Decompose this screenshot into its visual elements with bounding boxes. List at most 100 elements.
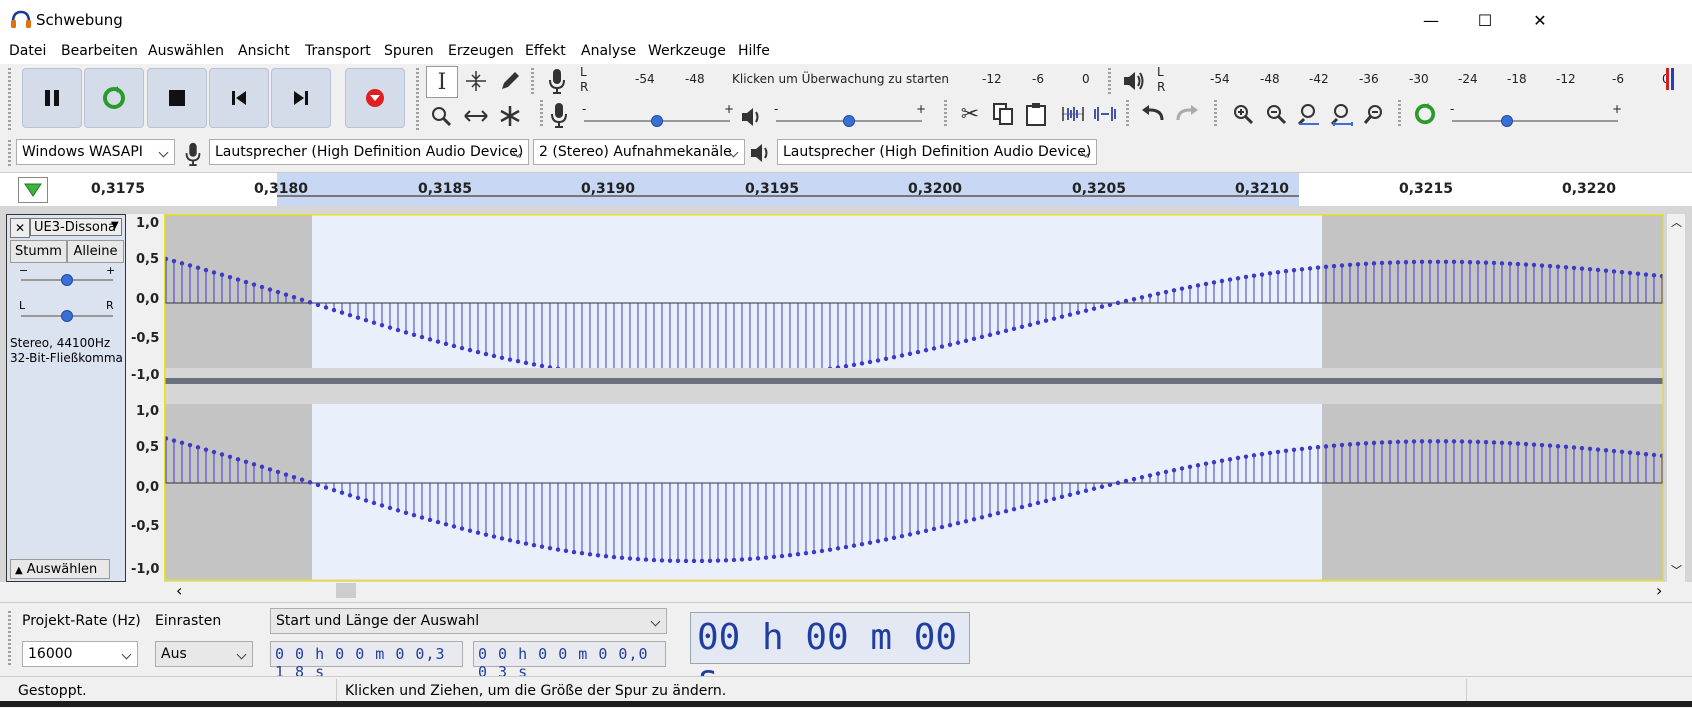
sample-point bbox=[1371, 440, 1377, 446]
scrollbar-thumb[interactable] bbox=[336, 583, 356, 598]
redo-button[interactable] bbox=[1172, 99, 1202, 129]
zoom-tool[interactable] bbox=[426, 101, 456, 131]
selection-start-time[interactable]: 0 0 h 0 0 m 0 0,3 1 8 s bbox=[270, 641, 463, 681]
slider-thumb[interactable] bbox=[1500, 115, 1513, 127]
recording-volume-slider[interactable] bbox=[584, 115, 730, 128]
timeline-ruler[interactable]: 0,3175 0,3180 0,3185 0,3190 0,3195 0,320… bbox=[0, 172, 1692, 208]
toolbar-grip[interactable] bbox=[8, 68, 11, 130]
undo-button[interactable] bbox=[1138, 99, 1168, 129]
toolbar-grip[interactable] bbox=[1214, 100, 1217, 128]
close-button[interactable]: ✕ bbox=[1533, 10, 1547, 30]
toolbar-grip[interactable] bbox=[944, 100, 947, 128]
menu-spuren[interactable]: Spuren bbox=[384, 43, 434, 59]
amplitude-scale[interactable]: 1,0 0,5 0,0 -0,5 -1,0 1,0 0,5 0,0 -0,5 -… bbox=[126, 214, 164, 582]
menu-erzeugen[interactable]: Erzeugen bbox=[448, 43, 514, 59]
zoom-in-button[interactable] bbox=[1228, 99, 1258, 129]
pan-slider[interactable] bbox=[21, 310, 113, 323]
menu-datei[interactable]: Datei bbox=[9, 43, 47, 59]
record-button[interactable] bbox=[345, 68, 405, 128]
paste-button[interactable] bbox=[1021, 99, 1051, 129]
redo-icon bbox=[1176, 105, 1198, 121]
skip-to-start-button[interactable] bbox=[209, 68, 269, 128]
chevron-left-icon[interactable]: ‹ bbox=[176, 581, 183, 600]
envelope-tool[interactable] bbox=[461, 66, 491, 96]
sample-point bbox=[1579, 445, 1585, 451]
fit-project-button[interactable] bbox=[1327, 99, 1357, 129]
play-at-speed-button[interactable] bbox=[1410, 99, 1440, 129]
menu-hilfe[interactable]: Hilfe bbox=[738, 43, 770, 59]
playback-device-select[interactable]: Lautsprecher (High Definition Audio Devi… bbox=[777, 139, 1097, 165]
track-name-menu[interactable]: UE3-Dissona bbox=[30, 218, 122, 236]
cut-button[interactable]: ✂ bbox=[955, 99, 985, 129]
playback-volume-slider[interactable] bbox=[776, 115, 922, 128]
project-rate-select[interactable]: 16000 bbox=[22, 641, 138, 667]
toolbar-grip[interactable] bbox=[1126, 100, 1129, 128]
toolbar-grip[interactable] bbox=[416, 68, 419, 130]
menu-effekt[interactable]: Effekt bbox=[525, 43, 566, 59]
trim-button[interactable] bbox=[1058, 99, 1088, 129]
playback-meter[interactable]: -54 -48 -42 -36 -30 -24 -18 -12 -6 0 bbox=[1170, 66, 1670, 94]
toolbar-grip[interactable] bbox=[531, 68, 534, 96]
chevron-down-icon[interactable]: ﹀ bbox=[1671, 564, 1682, 577]
selection-mode-select[interactable]: Start und Länge der Auswahl bbox=[270, 608, 667, 634]
slider-thumb[interactable] bbox=[61, 310, 73, 322]
recording-meter[interactable]: -54 -48 Klicken um Überwachung zu starte… bbox=[592, 66, 1092, 94]
chevron-up-icon[interactable]: ︿ bbox=[1671, 216, 1682, 229]
fit-selection-button[interactable] bbox=[1294, 99, 1324, 129]
gain-slider[interactable] bbox=[21, 274, 113, 287]
sample-point bbox=[1251, 453, 1257, 458]
copy-button[interactable] bbox=[988, 99, 1018, 129]
menu-werkzeuge[interactable]: Werkzeuge bbox=[648, 43, 726, 59]
toolbar-grip[interactable] bbox=[1398, 100, 1401, 128]
draw-tool[interactable] bbox=[495, 66, 525, 96]
menu-bearbeiten[interactable]: Bearbeiten bbox=[61, 43, 138, 59]
silence-button[interactable] bbox=[1090, 99, 1120, 129]
loop-play-button[interactable] bbox=[84, 68, 144, 128]
multi-tool[interactable] bbox=[495, 101, 525, 131]
selection-tool[interactable]: I bbox=[426, 66, 458, 98]
snap-select[interactable]: Aus bbox=[155, 641, 253, 667]
timeline-options-button[interactable] bbox=[18, 177, 48, 203]
maximize-button[interactable]: ☐ bbox=[1477, 10, 1493, 30]
selection-length-time[interactable]: 0 0 h 0 0 m 0 0,0 0 3 s bbox=[473, 641, 666, 681]
waveform-view[interactable] bbox=[164, 214, 1664, 581]
sample-point bbox=[795, 551, 801, 557]
mute-button[interactable]: Stumm bbox=[10, 240, 67, 263]
slider-thumb[interactable] bbox=[61, 274, 73, 286]
horizontal-scrollbar[interactable]: ‹ › bbox=[0, 581, 1692, 600]
toolbar-grip[interactable] bbox=[8, 140, 11, 166]
toolbar-grip[interactable] bbox=[1108, 68, 1111, 96]
toolbar-grip[interactable] bbox=[540, 100, 543, 128]
slider-thumb[interactable] bbox=[651, 115, 663, 127]
sample-point bbox=[963, 519, 969, 524]
minimize-button[interactable]: — bbox=[1423, 10, 1439, 30]
menu-analyse[interactable]: Analyse bbox=[581, 43, 637, 59]
asterisk-icon bbox=[500, 106, 520, 126]
track-close-button[interactable]: ✕ bbox=[10, 218, 30, 238]
recording-channels-select[interactable]: 2 (Stereo) Aufnahmekanäle bbox=[533, 139, 745, 165]
time-shift-tool[interactable] bbox=[461, 101, 491, 131]
vertical-scrollbar[interactable]: ︿ ﹀ bbox=[1667, 214, 1685, 582]
toolbar-grip[interactable] bbox=[8, 611, 11, 667]
pause-button[interactable] bbox=[22, 68, 82, 128]
menu-auswaehlen[interactable]: Auswählen bbox=[148, 43, 225, 59]
solo-button[interactable]: Alleine bbox=[67, 240, 124, 263]
audio-host-select[interactable]: Windows WASAPI bbox=[16, 139, 175, 165]
audio-position-time[interactable]: 00 h 00 m 00 s bbox=[690, 612, 970, 699]
zoom-out-button[interactable] bbox=[1261, 99, 1291, 129]
sample-point bbox=[299, 297, 305, 302]
chevron-right-icon[interactable]: › bbox=[1656, 581, 1663, 600]
stop-button[interactable] bbox=[147, 68, 207, 128]
playback-speed-slider[interactable] bbox=[1452, 115, 1618, 128]
recording-device-select[interactable]: Lautsprecher (High Definition Audio Devi… bbox=[209, 139, 529, 165]
skip-to-end-button[interactable] bbox=[271, 68, 331, 128]
track-select-button[interactable]: ▲ Auswählen bbox=[10, 559, 110, 579]
menu-transport[interactable]: Transport bbox=[305, 43, 371, 59]
sample-point bbox=[859, 361, 865, 366]
sample-point bbox=[467, 528, 473, 533]
slider-thumb[interactable] bbox=[843, 115, 855, 127]
zoom-toggle-button[interactable] bbox=[1360, 99, 1390, 129]
sample-point bbox=[1203, 281, 1209, 287]
sample-point bbox=[1115, 480, 1121, 486]
menu-ansicht[interactable]: Ansicht bbox=[238, 43, 290, 59]
